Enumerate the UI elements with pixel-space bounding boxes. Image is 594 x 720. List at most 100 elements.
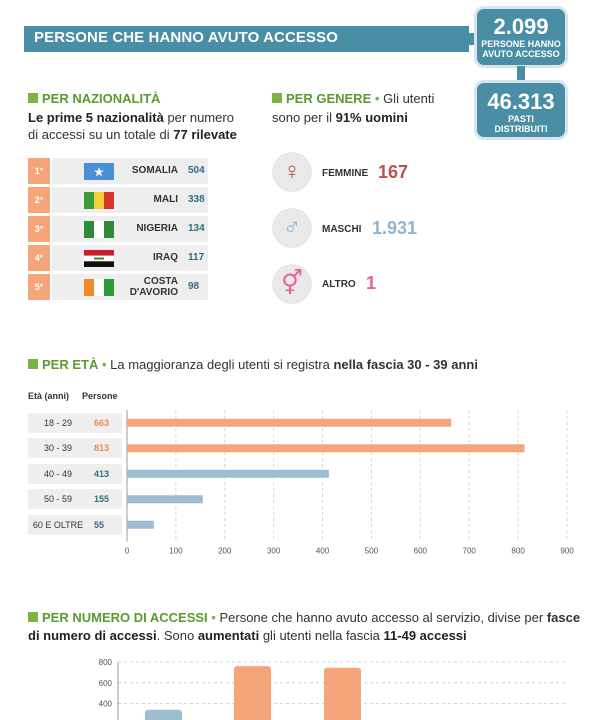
people-access-value: 2.099	[493, 14, 549, 39]
access-y-tick-label: 800	[99, 658, 113, 667]
bullet-dot: •	[101, 357, 107, 372]
somalia-flag-icon	[84, 163, 114, 180]
nationality-heading-text: PER NAZIONALITÀ	[42, 91, 161, 106]
nationality-row: 1° SOMALIA 504	[28, 158, 208, 184]
age-heading-text: PER ETÀ	[42, 357, 99, 372]
other-gender-icon: ⚥	[272, 264, 312, 304]
gender-heading-text: PER GENERE	[286, 91, 372, 106]
age-bar	[127, 444, 525, 453]
age-desc-bold: nella fascia 30 - 39 anni	[333, 357, 478, 372]
age-value-label: 55	[94, 519, 105, 530]
access-desc-bold-2: di numero di accessi	[28, 628, 157, 643]
rank-badge: 5°	[28, 274, 50, 300]
age-bar	[127, 418, 452, 427]
access-desc-pre: Persone che hanno avuto accesso al servi…	[219, 610, 547, 625]
age-category-label: 30 - 39	[43, 443, 73, 454]
female-icon: ♀	[272, 152, 312, 192]
nationality-value: 134	[188, 223, 205, 234]
access-bar	[234, 666, 271, 720]
nationality-heading: PER NAZIONALITÀ	[28, 91, 160, 106]
access-desc-mid: . Sono	[156, 628, 198, 643]
rank-badge: 4°	[28, 245, 50, 271]
age-category-label: 50 - 59	[43, 494, 73, 505]
age-row-label: 60 E OLTRE 55	[28, 514, 122, 535]
iraq-flag-icon	[84, 250, 114, 267]
access-bar	[324, 667, 361, 720]
nationality-desc-pre-2: di accessi su un totale di	[28, 127, 174, 142]
section-marker-icon	[28, 612, 38, 622]
nigeria-flag-icon	[84, 221, 114, 238]
age-category-label: 18 - 29	[43, 417, 73, 428]
nationality-name-line-1: COSTA	[143, 276, 178, 287]
age-x-tick-label: 0	[125, 547, 130, 556]
nationality-value: 338	[188, 194, 205, 205]
gender-desc-pre-2: sono per il	[272, 110, 336, 125]
nationality-bar: IRAQ	[52, 245, 208, 271]
access-y-tick-label: 400	[99, 700, 113, 709]
nationality-name: IRAQ	[153, 252, 178, 263]
nationality-row: 5° COSTA D'AVORIO 98	[28, 274, 208, 300]
meals-stat: 46.313 PASTI DISTRIBUITI	[474, 80, 568, 140]
nationality-bar: MALI	[52, 187, 208, 213]
access-desc-mid-2: gli utenti nella fascia	[259, 628, 384, 643]
age-x-tick-label: 700	[463, 547, 477, 556]
age-bar	[127, 469, 329, 478]
other-label: ALTRO	[322, 279, 356, 290]
age-value-label: 413	[94, 468, 110, 479]
age-category-label: 40 - 49	[43, 468, 73, 479]
section-marker-icon	[28, 93, 38, 103]
access-desc-bold-3: aumentati	[197, 628, 260, 643]
page-title: PERSONE CHE HANNO AVUTO ACCESSO	[34, 29, 338, 46]
age-value-label: 663	[94, 417, 110, 428]
age-bar	[127, 495, 203, 504]
age-row-label: 40 - 49 413	[28, 463, 122, 484]
access-desc-bold-1: fasce	[546, 610, 581, 625]
access-bar	[145, 709, 182, 720]
age-x-tick-label: 900	[560, 547, 574, 556]
header-banner	[24, 26, 469, 52]
gender-desc-bold-2: 91% uomini	[335, 110, 408, 125]
nationality-name: MALI	[153, 194, 178, 205]
nationality-name: SOMALIA	[131, 165, 178, 176]
mali-flag-icon	[84, 192, 114, 209]
persons-col-header: Persone	[82, 391, 118, 401]
ivory-coast-flag-icon	[84, 279, 114, 296]
gender-description: sono per il 91% uomini	[272, 109, 408, 126]
age-value-label: 155	[94, 494, 110, 505]
meals-value: 46.313	[487, 89, 555, 114]
nationality-row: 3° NIGERIA 134	[28, 216, 208, 242]
nationality-description: Le prime 5 nazionalità per numero di acc…	[28, 109, 237, 143]
gender-heading: PER GENERE • Gli utenti	[272, 91, 434, 106]
bullet-dot: •	[374, 91, 380, 106]
male-value: 1.931	[372, 218, 418, 238]
nationality-bar: NIGERIA	[52, 216, 208, 242]
nationality-row: 4° IRAQ 117	[28, 245, 208, 271]
nationality-bar: COSTA D'AVORIO	[52, 274, 208, 300]
rank-badge: 3°	[28, 216, 50, 242]
male-label: MASCHI	[322, 224, 362, 235]
age-x-tick-label: 200	[218, 547, 232, 556]
female-label: FEMMINE	[322, 168, 369, 179]
age-x-tick-label: 500	[365, 547, 379, 556]
people-access-label-2: AVUTO ACCESSO	[482, 49, 560, 59]
nationality-desc-bold-2: 77 rilevate	[173, 127, 237, 142]
bullet-dot: •	[211, 610, 216, 625]
female-value: 167	[378, 162, 409, 182]
section-marker-icon	[272, 93, 282, 103]
age-x-tick-label: 100	[169, 547, 183, 556]
nationality-desc-rest-1: per numero	[163, 110, 234, 125]
age-desc-pre: La maggioranza degli utenti si registra	[110, 357, 334, 372]
meals-label-1: PASTI	[508, 114, 534, 124]
access-y-tick-label: 600	[99, 679, 113, 688]
access-heading-text: PER NUMERO DI ACCESSI	[42, 610, 208, 625]
age-bar-chart: 0 100 200 300 400 500 600 700 800 900	[125, 410, 574, 556]
age-col-header: Età (anni)	[28, 391, 70, 401]
access-bar-chart: 200400600800	[99, 658, 567, 720]
access-description: di numero di accessi. Sono aumentati gli…	[28, 627, 467, 644]
age-row-label: 18 - 29 663	[28, 412, 122, 433]
access-desc-bold-4: 11-49 accessi	[383, 628, 467, 643]
age-value-label: 813	[94, 443, 110, 454]
nationality-value: 504	[188, 165, 205, 176]
nationality-row: 2° MALI 338	[28, 187, 208, 213]
age-row-label: 50 - 59 155	[28, 489, 122, 510]
